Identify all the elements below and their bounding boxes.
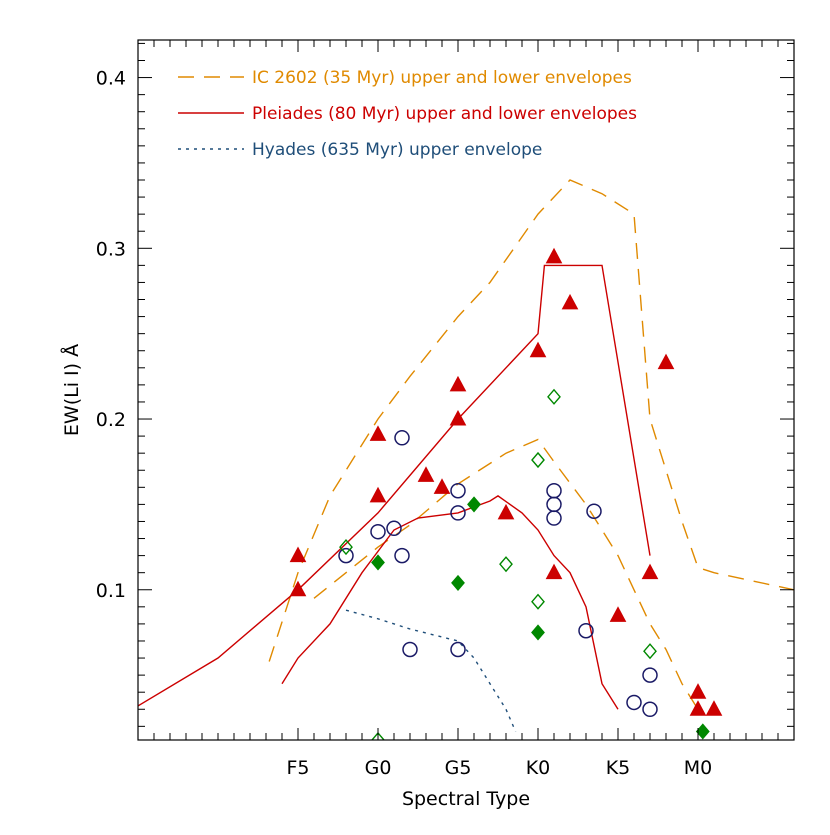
filled-diamond-marker (695, 723, 710, 740)
x-axis-title: Spectral Type (402, 788, 530, 810)
open-diamond-marker (547, 388, 561, 405)
legend-label: Hyades (635 Myr) upper envelope (252, 140, 542, 160)
triangle-marker (705, 700, 723, 716)
triangle-marker (369, 486, 387, 503)
triangle-marker (433, 478, 451, 494)
open-diamond-marker (643, 643, 657, 660)
circle-marker (394, 547, 410, 564)
triangle-marker (641, 563, 659, 580)
y-tick-label: 0.4 (96, 68, 126, 90)
x-tick-label: F5 (286, 757, 309, 779)
y-tick-label: 0.1 (96, 580, 126, 602)
triangle-marker (529, 341, 547, 358)
triangle-marker (609, 606, 627, 622)
circle-marker (626, 694, 642, 711)
open-diamond-marker (339, 538, 353, 556)
circle-marker (394, 430, 410, 446)
triangle-marker (561, 293, 579, 310)
legend: IC 2602 (35 Myr) upper and lower envelop… (178, 68, 637, 160)
triangle-marker (289, 580, 307, 597)
filled-diamond-marker (451, 574, 465, 592)
circle-marker (586, 503, 602, 519)
circle-marker (338, 547, 354, 564)
x-tick-label: K5 (606, 757, 631, 779)
circle-marker (546, 510, 562, 526)
plot-frame (137, 39, 795, 741)
ic2602-upper-line (268, 179, 794, 662)
open-diamond-marker (531, 451, 545, 469)
triangle-marker (369, 425, 387, 441)
y-axis-title: EW(Li I) Å (60, 344, 83, 436)
triangle-marker (417, 466, 435, 482)
open-diamond-marker (371, 731, 385, 740)
pleiades-lower-line (281, 495, 619, 710)
circle-marker (386, 520, 402, 537)
circle-marker (642, 701, 658, 718)
hyades-upper-line (345, 609, 517, 732)
data-markers (289, 247, 723, 740)
x-tick-label: M0 (684, 757, 712, 779)
circle-marker (450, 641, 466, 658)
x-tick-label: G0 (365, 757, 392, 779)
triangle-marker (497, 503, 515, 520)
triangle-marker (657, 353, 675, 370)
y-tick-label: 0.3 (96, 238, 126, 260)
filled-diamond-marker (467, 496, 481, 513)
triangle-marker (449, 375, 467, 392)
open-diamond-marker (499, 556, 513, 573)
circle-marker (450, 505, 466, 521)
x-tick-label: G5 (445, 757, 472, 779)
circle-marker (642, 667, 658, 683)
axis-ticks: F5 G0 G5 K0 K5 M0 0.1 0.2 0.3 0.4 (96, 40, 795, 779)
circle-marker (370, 523, 386, 540)
open-diamond-marker (531, 593, 545, 610)
circle-marker (578, 622, 594, 639)
filled-diamond-marker (531, 624, 545, 641)
triangle-marker (545, 247, 563, 264)
circle-marker (402, 641, 418, 658)
triangle-marker (449, 409, 467, 426)
circle-marker (450, 482, 466, 499)
triangle-marker (289, 546, 307, 563)
filled-diamond-marker (371, 554, 385, 571)
legend-label: IC 2602 (35 Myr) upper and lower envelop… (252, 68, 632, 88)
triangle-marker (689, 683, 707, 699)
x-tick-label: K0 (526, 757, 551, 779)
legend-label: Pleiades (80 Myr) upper and lower envelo… (252, 104, 637, 124)
triangle-marker (545, 563, 563, 580)
y-tick-label: 0.2 (96, 409, 126, 431)
triangle-marker (689, 700, 707, 716)
